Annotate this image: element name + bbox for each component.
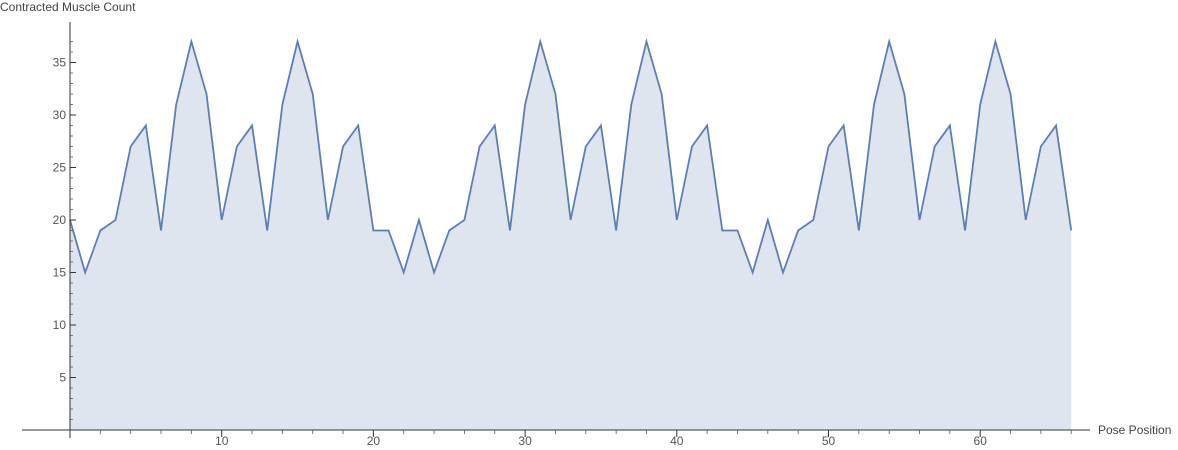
y-tick-label: 20 bbox=[53, 213, 67, 227]
x-tick-label: 40 bbox=[670, 434, 684, 448]
axes bbox=[22, 22, 1090, 438]
area-fill bbox=[70, 41, 1072, 430]
y-tick-label: 30 bbox=[53, 108, 67, 122]
y-tick-label: 10 bbox=[53, 318, 67, 332]
x-tick-label: 50 bbox=[822, 434, 836, 448]
y-tick-label: 35 bbox=[53, 56, 67, 70]
x-tick-label: 30 bbox=[518, 434, 532, 448]
x-tick-label: 60 bbox=[974, 434, 988, 448]
area-fill-shape bbox=[70, 41, 1072, 430]
x-axis-title: Pose Position bbox=[1098, 423, 1171, 437]
x-tick-label: 20 bbox=[367, 434, 381, 448]
x-tick-label: 10 bbox=[215, 434, 229, 448]
y-tick-label: 5 bbox=[59, 371, 66, 385]
x-axis-ticks: 10 20 30 40 50 60 bbox=[69, 430, 1072, 448]
y-tick-label: 25 bbox=[53, 161, 67, 175]
y-axis-ticks: 5 10 15 20 25 30 35 bbox=[53, 41, 76, 420]
data-line bbox=[69, 37, 1073, 276]
y-axis-title: Contracted Muscle Count bbox=[0, 0, 136, 14]
y-tick-label: 15 bbox=[53, 266, 67, 280]
